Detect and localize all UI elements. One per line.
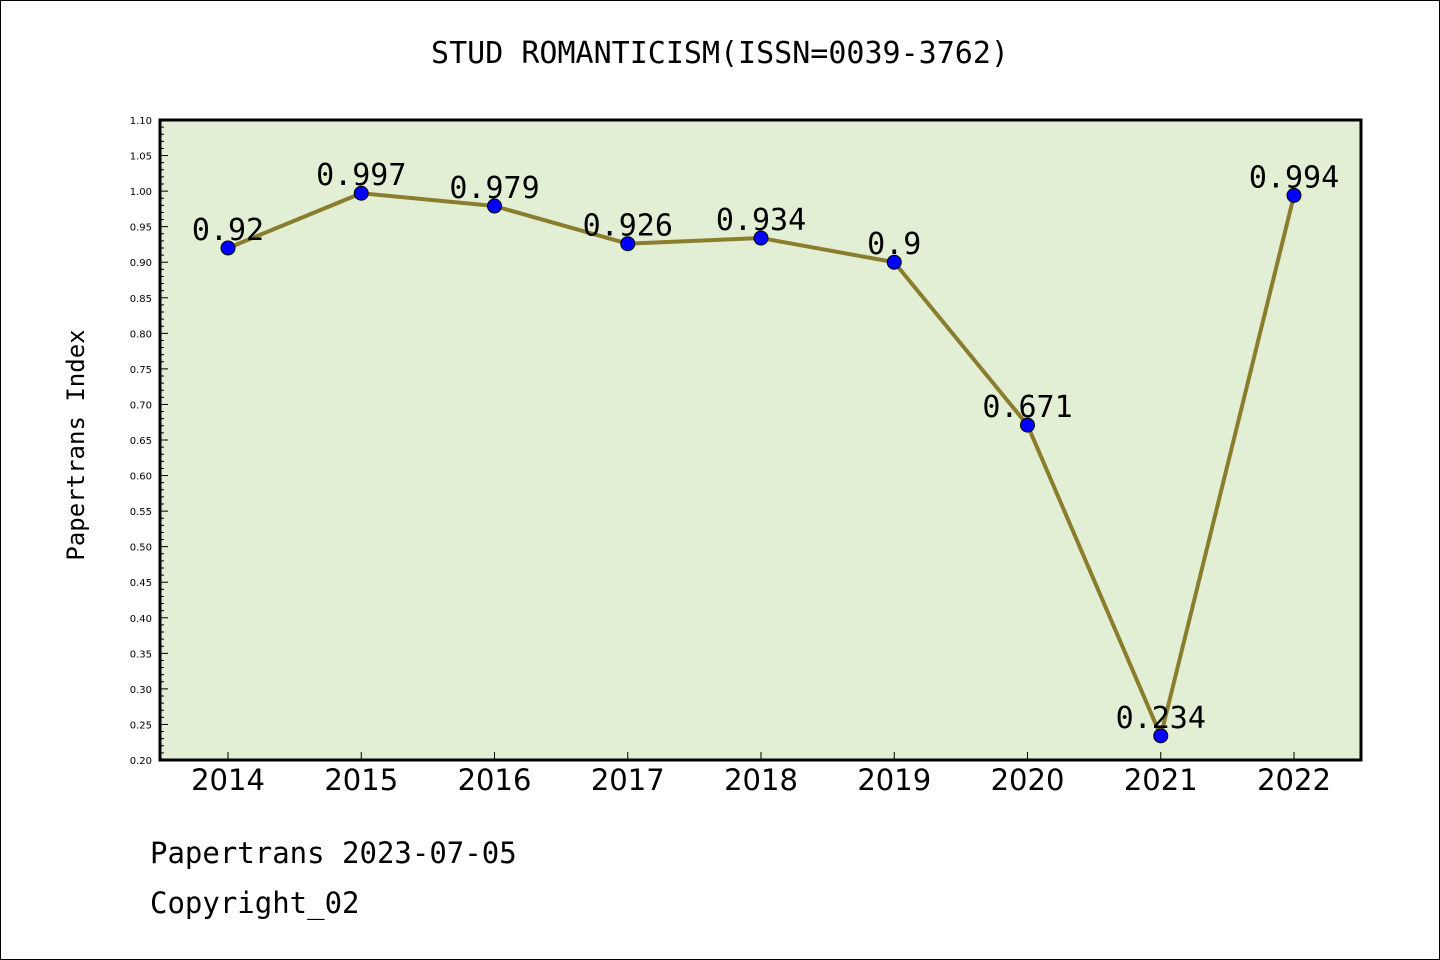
data-point bbox=[220, 240, 236, 256]
x-axis: 2014 2015 2016 2017 2018 2019 2020 2021 2022 bbox=[191, 752, 1331, 797]
x-tick-label: 2016 bbox=[458, 763, 532, 797]
data-label: 0.934 bbox=[716, 203, 806, 238]
data-label: 0.671 bbox=[982, 390, 1072, 425]
data-label: 0.234 bbox=[1116, 701, 1206, 736]
data-point bbox=[620, 236, 636, 252]
y-tick-label: 0.60 bbox=[130, 472, 152, 483]
y-tick-label: 0.20 bbox=[130, 756, 152, 767]
y-tick-label: 1.05 bbox=[130, 152, 152, 163]
y-tick-label: 0.80 bbox=[130, 329, 152, 340]
footer-date: Papertrans 2023-07-05 bbox=[150, 836, 517, 870]
y-tick-label: 0.25 bbox=[130, 720, 152, 731]
y-tick-label: 0.50 bbox=[130, 543, 152, 554]
plot-area bbox=[160, 120, 1361, 760]
data-point bbox=[487, 198, 502, 214]
data-label: 0.997 bbox=[316, 158, 406, 193]
data-label: 0.9 bbox=[867, 227, 921, 262]
x-tick-label: 2014 bbox=[191, 763, 265, 797]
y-tick-label: 0.45 bbox=[130, 578, 152, 589]
x-tick-label: 2019 bbox=[857, 763, 931, 797]
y-tick-label: 1.10 bbox=[130, 116, 152, 127]
y-tick-label: 0.75 bbox=[130, 365, 152, 376]
data-point bbox=[1286, 187, 1302, 203]
y-tick-label: 0.30 bbox=[130, 685, 152, 696]
y-tick-label: 1.00 bbox=[130, 187, 152, 198]
data-point bbox=[353, 185, 369, 201]
y-tick-label: 0.95 bbox=[130, 223, 152, 234]
plot-border bbox=[158, 118, 1363, 762]
y-tick-label: 0.70 bbox=[130, 400, 152, 411]
data-markers bbox=[220, 185, 1302, 744]
data-point bbox=[1153, 728, 1169, 744]
data-label: 0.979 bbox=[449, 171, 539, 206]
x-tick-label: 2015 bbox=[324, 763, 398, 797]
y-tick-label: 0.65 bbox=[130, 436, 152, 447]
footer-copyright: Copyright_02 bbox=[150, 886, 360, 920]
y-tick-label: 0.35 bbox=[130, 649, 152, 660]
y-tick-label: 0.90 bbox=[130, 258, 152, 269]
x-tick-label: 2020 bbox=[991, 763, 1065, 797]
data-point bbox=[886, 254, 902, 270]
data-point bbox=[1020, 417, 1035, 433]
y-tick-label: 0.40 bbox=[130, 614, 152, 625]
x-tick-label: 2022 bbox=[1257, 763, 1331, 797]
data-point bbox=[753, 230, 769, 246]
data-label: 0.926 bbox=[583, 209, 673, 244]
y-tick-label: 0.55 bbox=[130, 507, 152, 518]
x-tick-label: 2021 bbox=[1124, 763, 1198, 797]
chart-title: STUD ROMANTICISM(ISSN=0039-3762) bbox=[431, 36, 1009, 71]
data-label: 0.994 bbox=[1249, 160, 1339, 195]
data-labels: 0.92 0.997 0.979 0.926 0.934 0.9 0.671 0.234 0.9… bbox=[192, 158, 1339, 736]
x-tick-label: 2017 bbox=[591, 763, 665, 797]
data-label: 0.92 bbox=[192, 213, 264, 248]
x-tick-label: 2018 bbox=[724, 763, 798, 797]
y-tick-label: 0.85 bbox=[130, 294, 152, 305]
